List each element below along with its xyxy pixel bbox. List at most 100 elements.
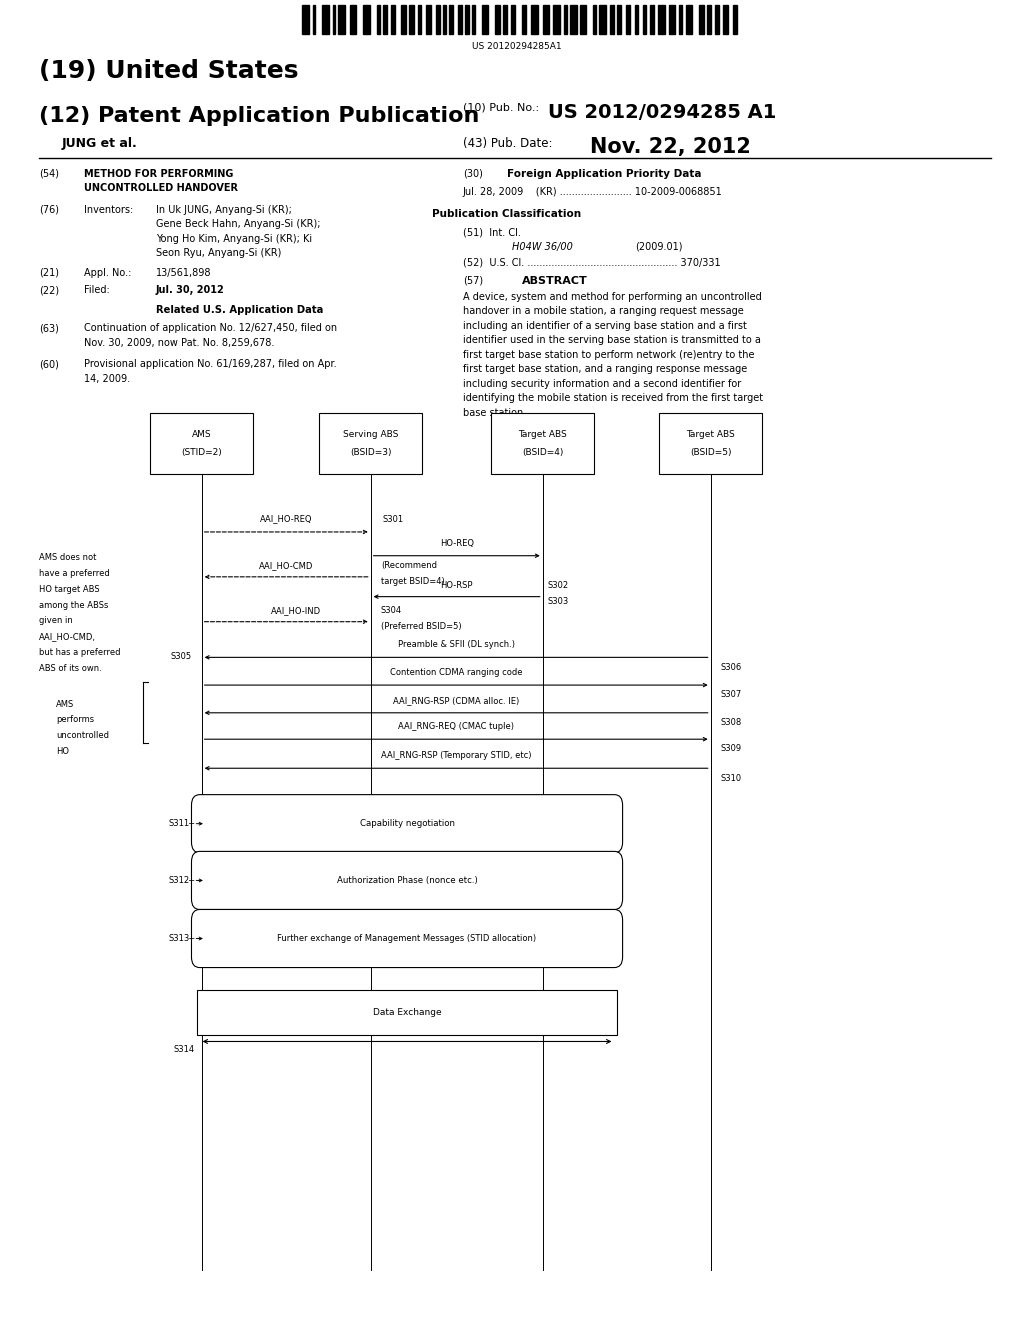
Text: (22): (22) [39, 285, 59, 296]
FancyBboxPatch shape [191, 795, 623, 853]
Text: (10) Pub. No.:: (10) Pub. No.: [463, 103, 539, 114]
FancyBboxPatch shape [659, 413, 762, 474]
Bar [650, 5, 654, 34]
Bar [333, 5, 336, 34]
Text: (51)  Int. Cl.: (51) Int. Cl. [463, 227, 521, 238]
Text: AAI_HO-REQ: AAI_HO-REQ [260, 513, 312, 523]
Bar [686, 5, 692, 34]
Text: US 2012/0294285 A1: US 2012/0294285 A1 [548, 103, 776, 121]
Text: AMS: AMS [56, 700, 75, 709]
Text: HO-RSP: HO-RSP [440, 581, 473, 590]
Text: (60): (60) [39, 359, 58, 370]
Bar [465, 5, 469, 34]
Text: (Preferred BSID=5): (Preferred BSID=5) [381, 622, 462, 631]
Text: AAI_RNG-RSP (CDMA alloc. IE): AAI_RNG-RSP (CDMA alloc. IE) [393, 696, 519, 705]
Text: Nov. 30, 2009, now Pat. No. 8,259,678.: Nov. 30, 2009, now Pat. No. 8,259,678. [84, 338, 274, 348]
Text: Filed:: Filed: [84, 285, 110, 296]
Bar [679, 5, 682, 34]
Text: AAI_HO-CMD: AAI_HO-CMD [259, 561, 313, 570]
Text: Authorization Phase (nonce etc.): Authorization Phase (nonce etc.) [337, 876, 477, 884]
Text: AMS does not: AMS does not [39, 553, 96, 562]
Text: Appl. No.:: Appl. No.: [84, 268, 131, 279]
Bar [635, 5, 638, 34]
Bar [391, 5, 394, 34]
Text: S306: S306 [721, 663, 742, 672]
Bar [626, 5, 631, 34]
Text: Seon Ryu, Anyang-Si (KR): Seon Ryu, Anyang-Si (KR) [156, 248, 281, 259]
Text: S307: S307 [721, 690, 742, 700]
Bar [699, 5, 703, 34]
Bar [450, 5, 453, 34]
Text: (21): (21) [39, 268, 59, 279]
FancyBboxPatch shape [191, 851, 623, 909]
Bar [543, 5, 549, 34]
Text: AAI_RNG-RSP (Temporary STID, etc): AAI_RNG-RSP (Temporary STID, etc) [381, 751, 531, 760]
Bar [669, 5, 675, 34]
Text: (63): (63) [39, 323, 58, 334]
Text: AAI_HO-CMD,: AAI_HO-CMD, [39, 632, 96, 642]
Text: S301: S301 [383, 515, 404, 524]
Text: (52)  U.S. Cl. .................................................. 370/331: (52) U.S. Cl. ..........................… [463, 257, 721, 268]
Bar [716, 5, 719, 34]
Text: Jul. 28, 2009    (KR) ........................ 10-2009-0068851: Jul. 28, 2009 (KR) .....................… [463, 187, 723, 198]
Text: Target ABS: Target ABS [518, 430, 567, 440]
Bar [401, 5, 407, 34]
Text: but has a preferred: but has a preferred [39, 648, 121, 657]
Text: Publication Classification: Publication Classification [432, 209, 582, 219]
Text: (19) United States: (19) United States [39, 59, 298, 83]
Bar [610, 5, 614, 34]
Text: S304: S304 [381, 606, 402, 615]
Text: Jul. 30, 2012: Jul. 30, 2012 [156, 285, 224, 296]
Text: AAI_RNG-REQ (CMAC tuple): AAI_RNG-REQ (CMAC tuple) [398, 722, 514, 731]
Text: handover in a mobile station, a ranging request message: handover in a mobile station, a ranging … [463, 306, 743, 317]
Text: S305: S305 [170, 652, 191, 661]
Bar [312, 5, 315, 34]
Bar [580, 5, 587, 34]
Text: Continuation of application No. 12/627,450, filed on: Continuation of application No. 12/627,4… [84, 323, 337, 334]
Bar [323, 5, 329, 34]
Text: Further exchange of Management Messages (STID allocation): Further exchange of Management Messages … [278, 935, 537, 942]
Text: (BSID=5): (BSID=5) [690, 447, 731, 457]
FancyBboxPatch shape [319, 413, 422, 474]
Text: (2009.01): (2009.01) [635, 242, 682, 252]
Bar [570, 5, 577, 34]
Text: ABSTRACT: ABSTRACT [522, 276, 588, 286]
Text: Related U.S. Application Data: Related U.S. Application Data [156, 305, 323, 315]
Text: (BSID=4): (BSID=4) [522, 447, 563, 457]
Text: Preamble & SFII (DL synch.): Preamble & SFII (DL synch.) [397, 640, 515, 649]
Text: Gene Beck Hahn, Anyang-Si (KR);: Gene Beck Hahn, Anyang-Si (KR); [156, 219, 321, 230]
Text: METHOD FOR PERFORMING: METHOD FOR PERFORMING [84, 169, 233, 180]
Bar [364, 5, 370, 34]
Bar [481, 5, 488, 34]
Text: S308: S308 [721, 718, 742, 727]
Text: AMS: AMS [191, 430, 212, 440]
Text: (76): (76) [39, 205, 59, 215]
Text: target BSID=4): target BSID=4) [381, 577, 444, 586]
Bar [443, 5, 446, 34]
Text: given in: given in [39, 616, 73, 626]
Text: Nov. 22, 2012: Nov. 22, 2012 [590, 137, 751, 157]
Text: (43) Pub. Date:: (43) Pub. Date: [463, 137, 552, 150]
Text: HO-REQ: HO-REQ [439, 539, 474, 548]
Text: Capability negotiation: Capability negotiation [359, 820, 455, 828]
Text: (57): (57) [463, 276, 483, 286]
Text: AAI_HO-IND: AAI_HO-IND [271, 606, 322, 615]
Bar [643, 5, 646, 34]
Text: (BSID=3): (BSID=3) [350, 447, 391, 457]
Text: S311─: S311─ [168, 820, 195, 828]
Text: Inventors:: Inventors: [84, 205, 133, 215]
Text: first target base station, and a ranging response message: first target base station, and a ranging… [463, 364, 748, 375]
Bar [599, 5, 605, 34]
Text: UNCONTROLLED HANDOVER: UNCONTROLLED HANDOVER [84, 183, 238, 194]
Bar [409, 5, 414, 34]
Bar [593, 5, 596, 34]
Text: Provisional application No. 61/169,287, filed on Apr.: Provisional application No. 61/169,287, … [84, 359, 337, 370]
Bar [302, 5, 309, 34]
Text: first target base station to perform network (re)entry to the: first target base station to perform net… [463, 350, 755, 360]
Text: Data Exchange: Data Exchange [373, 1008, 441, 1016]
Text: 14, 2009.: 14, 2009. [84, 374, 130, 384]
Text: S314: S314 [173, 1045, 195, 1055]
Text: S310: S310 [721, 774, 742, 783]
Text: have a preferred: have a preferred [39, 569, 110, 578]
Text: among the ABSs: among the ABSs [39, 601, 109, 610]
